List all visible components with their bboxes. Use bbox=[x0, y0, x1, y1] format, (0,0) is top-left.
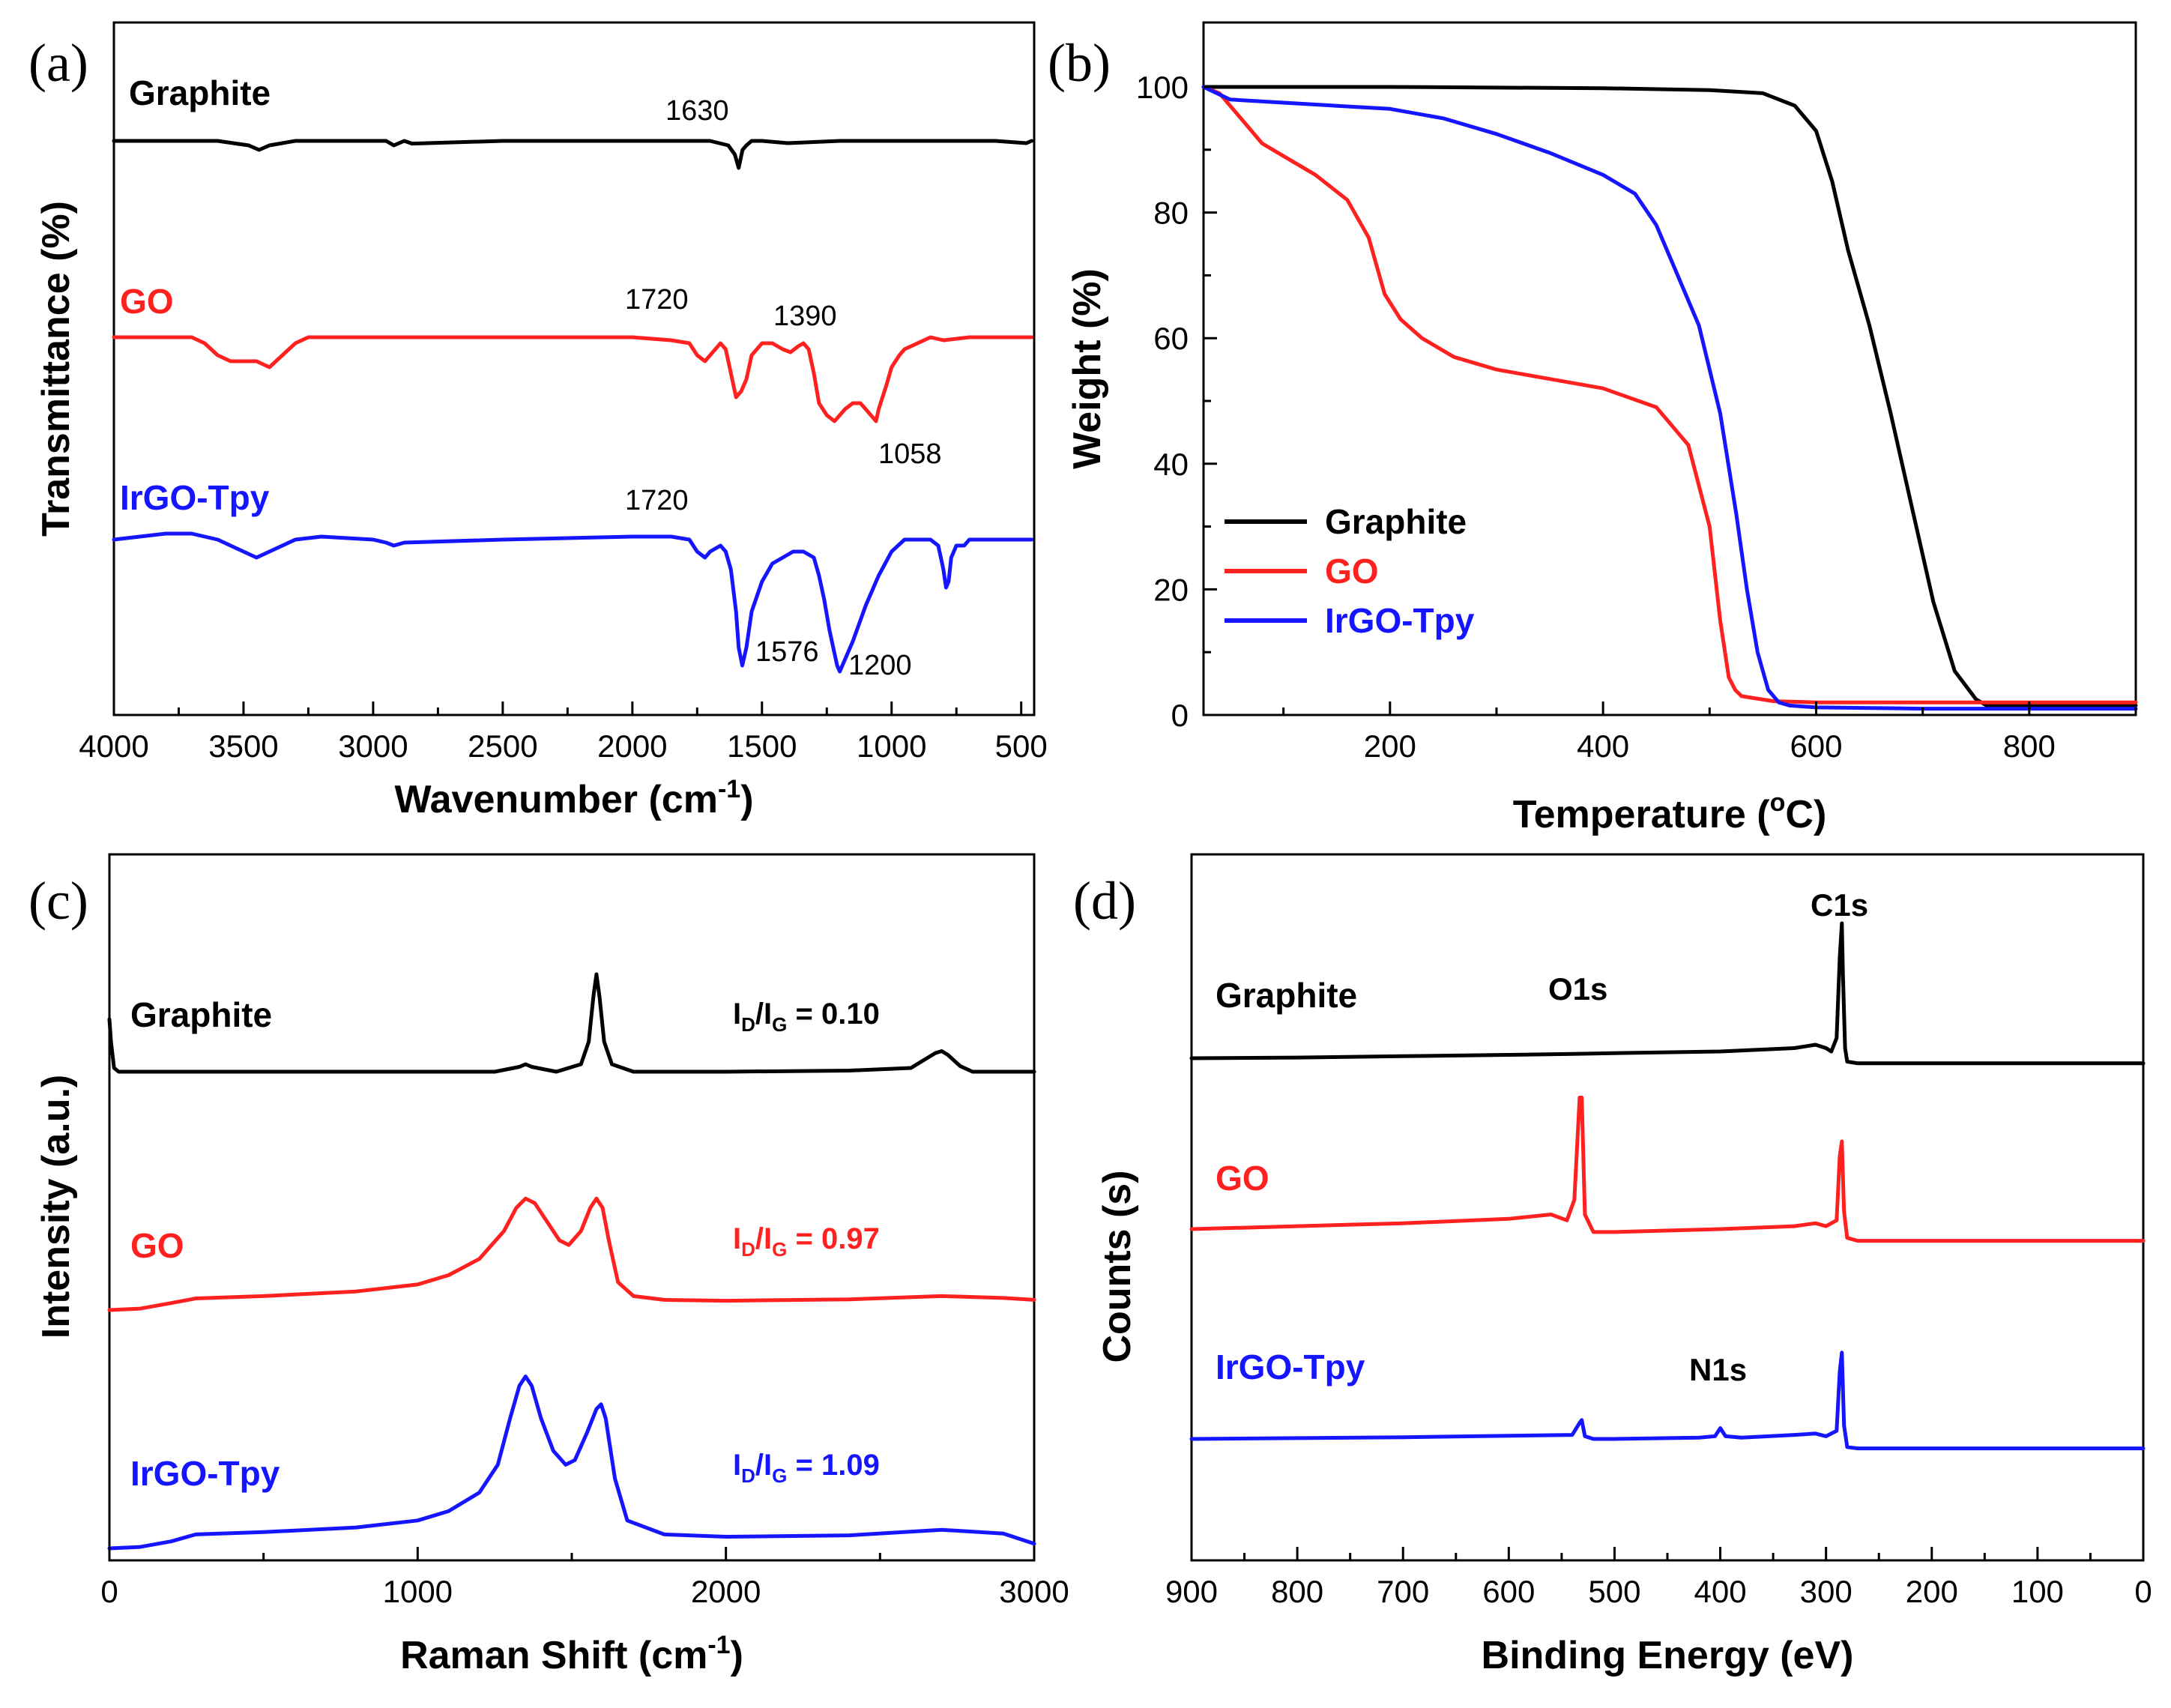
panel-a-series-label-graphite: Graphite bbox=[129, 73, 271, 112]
panel-d-x-tick-label: 200 bbox=[1906, 1574, 1958, 1609]
legend-label-irgo-tpy: IrGO-Tpy bbox=[1325, 601, 1475, 640]
panel-b-plot-frame bbox=[1202, 21, 2137, 716]
panel-b-x-tick-label: 400 bbox=[1577, 728, 1629, 764]
panel-d-annotation-c1s: C1s bbox=[1811, 887, 1868, 923]
panel-b: (b) 200 400 600 800 0 20 40 60 80 100 Temperatur… bbox=[1048, 21, 2138, 836]
panel-c-label: (c) bbox=[28, 871, 88, 931]
panel-c-series-label-irgo-tpy: IrGO-Tpy bbox=[130, 1454, 280, 1493]
panel-c-ratio-graphite: ID/IG = 0.10 bbox=[733, 998, 880, 1036]
panel-c-x-tick-label: 2000 bbox=[691, 1574, 761, 1609]
panel-b-x-tick-label: 200 bbox=[1364, 728, 1416, 764]
panel-c-ratio-irgo-tpy: ID/IG = 1.09 bbox=[733, 1449, 880, 1487]
panel-b-series-line-go bbox=[1201, 85, 2138, 704]
panel-a-x-tick-label: 1000 bbox=[857, 728, 926, 764]
panel-c-x-tick-label: 3000 bbox=[999, 1574, 1069, 1609]
panel-c-series-line-go bbox=[107, 1196, 1036, 1312]
panel-b-y-axis-title: Weight (%) bbox=[1066, 268, 1109, 469]
panel-b-series-group bbox=[1201, 85, 2138, 711]
panel-c-x-tick-label: 0 bbox=[100, 1574, 118, 1609]
panel-d-x-tick-label: 0 bbox=[2134, 1574, 2152, 1609]
panel-b-y-tick-label: 100 bbox=[1136, 70, 1189, 105]
panel-c-series-line-graphite bbox=[107, 972, 1036, 1074]
panel-a-y-axis-title: Transmittance (%) bbox=[34, 201, 78, 537]
panel-c-ratio-go: ID/IG = 0.97 bbox=[733, 1222, 880, 1261]
panel-d-series-label-graphite: Graphite bbox=[1216, 976, 1357, 1015]
panel-d-x-axis-title: Binding Energy (eV) bbox=[1482, 1634, 1854, 1677]
panel-b-x-axis-title: Temperature (oC) bbox=[1513, 788, 1827, 836]
panel-d-label: (d) bbox=[1073, 871, 1136, 931]
panel-b-y-ticks: 0 20 40 60 80 100 bbox=[1136, 70, 1217, 733]
legend-label-graphite: Graphite bbox=[1325, 502, 1467, 541]
panel-d-x-tick-label: 400 bbox=[1694, 1574, 1747, 1609]
panel-b-y-tick-label: 40 bbox=[1153, 447, 1189, 482]
panel-a-x-tick-label: 2000 bbox=[597, 728, 667, 764]
panel-d-plot-frame bbox=[1190, 853, 2145, 1562]
panel-b-label: (b) bbox=[1048, 33, 1111, 93]
panel-d-y-axis-title: Counts (s) bbox=[1096, 1170, 1139, 1363]
panel-b-y-tick-label: 60 bbox=[1153, 321, 1189, 356]
panel-a-x-tick-label: 3500 bbox=[208, 728, 278, 764]
panel-a-plot-frame bbox=[112, 21, 1036, 716]
panel-b-y-tick-label: 80 bbox=[1153, 196, 1189, 231]
panel-a-annotation-1058: 1058 bbox=[878, 438, 942, 470]
panel-a-x-tick-label: 4000 bbox=[79, 728, 148, 764]
panel-d: (d) 900 800 700 600 500 400 300 200 100 0 Binding… bbox=[1073, 853, 2152, 1677]
panel-a-annotation-1720-irgo: 1720 bbox=[625, 485, 689, 516]
panel-b-y-tick-label: 0 bbox=[1171, 698, 1189, 733]
panel-a-series-label-go: GO bbox=[120, 282, 174, 321]
panel-d-x-tick-label: 900 bbox=[1165, 1574, 1218, 1609]
panel-c-series-label-graphite: Graphite bbox=[130, 995, 272, 1034]
panel-a-annotation-1200: 1200 bbox=[848, 650, 912, 681]
panel-a-annotation-1630: 1630 bbox=[665, 95, 729, 127]
panel-c: (c) 0 1000 2000 3000 Raman Shift (cm-1) Int… bbox=[28, 853, 1069, 1677]
panel-a-series-line-irgo-tpy bbox=[112, 531, 1033, 674]
panel-a-x-tick-label: 3000 bbox=[338, 728, 408, 764]
panel-b-x-ticks: 200 400 600 800 bbox=[1282, 701, 2137, 764]
panel-d-x-tick-label: 500 bbox=[1588, 1574, 1640, 1609]
panel-a-x-axis-title: Wavenumber (cm-1) bbox=[394, 775, 753, 821]
panel-c-x-axis-title: Raman Shift (cm-1) bbox=[400, 1631, 743, 1677]
legend-label-go: GO bbox=[1325, 552, 1379, 591]
panel-a-label: (a) bbox=[28, 33, 88, 93]
panel-a-x-tick-label: 1500 bbox=[727, 728, 797, 764]
panel-c-series-label-go: GO bbox=[130, 1226, 184, 1265]
panel-b-x-tick-label: 800 bbox=[2003, 728, 2056, 764]
panel-b-legend: Graphite GO IrGO-Tpy bbox=[1225, 502, 1475, 640]
panel-c-series-group bbox=[107, 972, 1036, 1551]
panel-d-x-tick-label: 100 bbox=[2011, 1574, 2064, 1609]
panel-a-x-ticks: 4000 3500 3000 2500 2000 1500 1000 500 bbox=[79, 701, 1048, 764]
panel-c-x-ticks: 0 1000 2000 3000 bbox=[100, 1547, 1069, 1609]
panel-c-series-line-irgo-tpy bbox=[107, 1374, 1036, 1551]
panel-d-annotation-o1s: O1s bbox=[1548, 971, 1607, 1007]
panel-a: (a) 4000 3500 3000 2500 2000 1500 1000 500 Wave… bbox=[28, 21, 1048, 821]
panel-d-x-tick-label: 600 bbox=[1482, 1574, 1535, 1609]
panel-d-x-ticks: 900 800 700 600 500 400 300 200 100 0 bbox=[1165, 1547, 2152, 1609]
panel-c-y-axis-title: Intensity (a.u.) bbox=[34, 1075, 78, 1339]
panel-d-x-tick-label: 800 bbox=[1271, 1574, 1323, 1609]
panel-a-annotation-1576: 1576 bbox=[755, 636, 819, 668]
panel-a-x-tick-label: 2500 bbox=[468, 728, 537, 764]
panel-d-series-label-go: GO bbox=[1216, 1159, 1269, 1198]
panel-d-x-tick-label: 300 bbox=[1800, 1574, 1853, 1609]
panel-a-series-line-graphite bbox=[112, 139, 1033, 170]
panel-a-series-label-irgo-tpy: IrGO-Tpy bbox=[120, 478, 270, 517]
panel-d-x-tick-label: 700 bbox=[1377, 1574, 1429, 1609]
panel-d-annotation-n1s: N1s bbox=[1689, 1352, 1747, 1387]
panel-a-x-tick-label: 500 bbox=[995, 728, 1048, 764]
panel-c-x-tick-label: 1000 bbox=[383, 1574, 453, 1609]
panel-b-x-tick-label: 600 bbox=[1790, 728, 1842, 764]
panel-b-y-tick-label: 20 bbox=[1153, 572, 1189, 607]
panel-d-series-line-graphite bbox=[1189, 921, 2146, 1066]
panel-a-series-group bbox=[112, 139, 1033, 674]
panel-d-series-line-irgo-tpy bbox=[1189, 1351, 2146, 1451]
panel-b-series-line-graphite bbox=[1201, 85, 2138, 707]
panel-a-annotation-1720-go: 1720 bbox=[625, 284, 689, 316]
panel-b-series-line-irgo-tpy bbox=[1201, 85, 2138, 711]
panel-a-series-line-go bbox=[112, 335, 1033, 423]
panel-a-annotation-1390: 1390 bbox=[773, 301, 837, 332]
panel-d-series-line-go bbox=[1189, 1096, 2146, 1243]
panel-d-series-label-irgo-tpy: IrGO-Tpy bbox=[1216, 1348, 1365, 1386]
panel-d-series-group bbox=[1189, 921, 2146, 1451]
